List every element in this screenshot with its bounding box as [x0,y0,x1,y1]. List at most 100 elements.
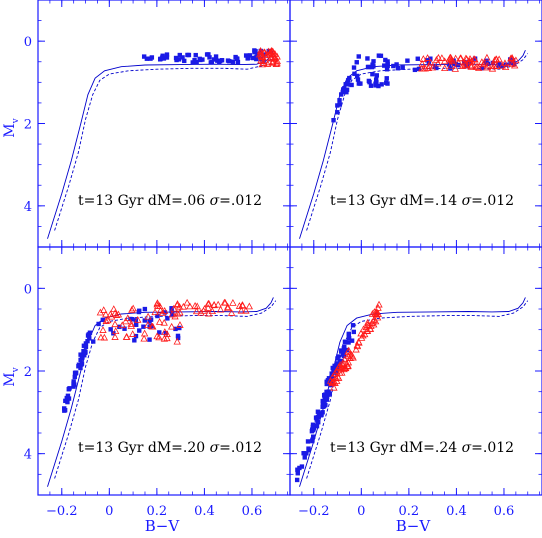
star-point-square [182,58,187,64]
isochrone-solid [299,50,526,239]
isochrone-dashed [54,300,277,479]
star-point-triangle [163,334,171,342]
star-point-square [155,313,160,319]
star-point-square [165,316,170,321]
star-point-triangle [163,330,171,337]
star-point-triangle [245,302,254,310]
star-point-triangle [359,325,368,333]
panel-frame [37,0,291,248]
star-point-square [164,55,170,60]
star-point-triangle [428,63,437,71]
star-point-square [319,412,324,417]
star-point-triangle [99,326,107,333]
y-axis-label-top: Mv [2,117,21,137]
panel-frame [289,246,542,496]
star-point-triangle [224,304,232,312]
star-point-triangle [104,316,112,324]
star-point-triangle [260,59,268,66]
star-point-triangle [129,304,137,312]
star-point-square [479,65,485,71]
isochrone-solid [299,297,526,487]
star-point-square [295,468,301,473]
x-tick-label: 0 [105,504,113,519]
star-point-square [310,422,316,427]
star-point-square [194,59,199,65]
star-point-square [62,407,68,413]
star-point-triangle [492,55,500,63]
star-point-triangle [155,318,164,325]
star-point-triangle [471,55,479,63]
star-point-triangle [263,60,272,67]
star-point-square [379,82,384,87]
star-point-triangle [269,57,278,65]
star-point-square [342,86,347,91]
star-point-triangle [501,63,510,71]
star-point-square [213,54,219,59]
star-point-triangle [96,308,105,316]
star-point-square [374,73,379,78]
star-point-square [162,310,168,315]
star-point-triangle [192,307,201,315]
star-point-square [304,451,309,456]
star-point-triangle [447,61,455,69]
star-point-square [169,312,175,317]
star-point-square [180,55,185,60]
star-point-square [376,83,381,89]
star-point-triangle [370,316,378,323]
star-point-triangle [342,359,350,367]
star-point-square [175,335,181,341]
star-point-triangle [102,317,110,324]
star-point-triangle [265,58,273,66]
star-point-square [341,346,347,351]
star-point-triangle [255,50,264,58]
star-point-square [65,393,71,399]
star-point-triangle [134,315,142,323]
star-point-triangle [237,306,245,314]
star-point-triangle [216,305,225,313]
x-tick-label: 0.4 [194,504,215,519]
star-point-triangle [363,318,372,326]
star-point-square [253,49,258,54]
star-point-triangle [492,62,501,70]
star-point-triangle [220,298,229,306]
star-point-square [314,424,320,429]
star-point-square [96,321,101,327]
star-point-square [148,56,153,61]
star-point-square [141,54,147,59]
star-point-square [385,81,390,86]
star-point-triangle [257,52,265,60]
star-point-square [63,398,68,404]
star-point-square [207,55,212,60]
star-point-triangle [153,332,161,340]
star-point-square [306,446,311,451]
star-point-square [349,82,354,88]
star-point-triangle [336,368,344,376]
star-point-triangle [140,334,148,342]
isochrone-solid [47,50,274,239]
star-point-square [301,450,306,456]
x-axis-label-right: B−V [396,517,432,535]
star-point-triangle [156,306,165,314]
star-point-square [355,77,361,82]
star-point-square [316,420,321,425]
star-point-triangle [331,379,339,386]
star-point-square [161,56,167,61]
y-tick-label: 4 [24,200,32,215]
star-point-square [133,333,139,339]
star-point-triangle [214,300,222,308]
star-point-triangle [328,373,337,380]
star-point-square [337,102,343,107]
star-point-square [294,477,300,483]
star-point-square [299,464,305,469]
star-point-square [132,338,137,343]
star-point-triangle [112,327,120,334]
star-point-triangle [451,54,460,62]
y-tick-label: 0 [24,35,32,50]
star-point-triangle [235,302,244,309]
star-point-square [335,103,340,108]
star-point-square [370,71,375,77]
star-point-square [322,393,327,398]
star-point-triangle [467,62,475,69]
star-point-square [91,339,96,344]
